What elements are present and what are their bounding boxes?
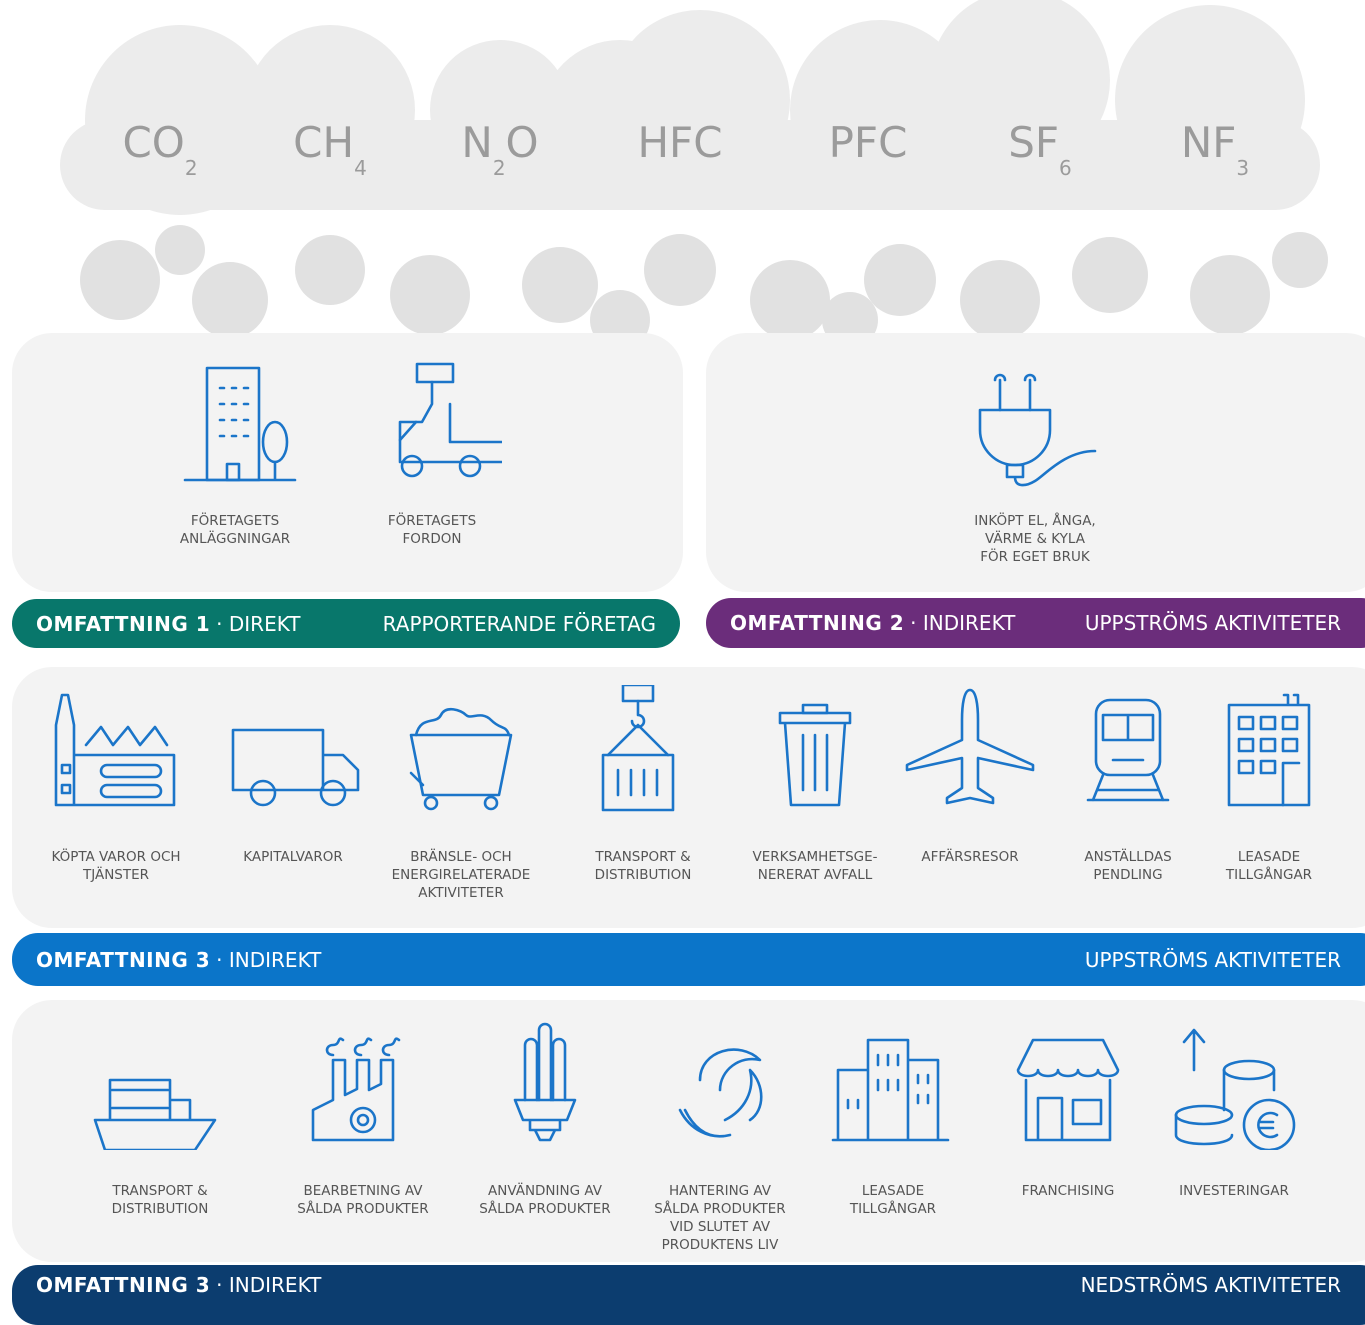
gas-label: CH4: [293, 118, 367, 180]
gas-label: HFC: [637, 118, 722, 167]
gas-subscript: 3: [1236, 156, 1249, 180]
gas-subscript: 2: [185, 156, 198, 180]
icon: [475, 1020, 615, 1150]
bar-scope: UPPSTRÖMS AKTIVITETER: [1085, 948, 1341, 972]
item-label: KÖPTA VAROR OCH TJÄNSTER: [31, 848, 201, 884]
bar-type: · INDIREKT: [910, 611, 1015, 635]
page: {"gases":[{"base":"CO","sub":"2"},{"base…: [0, 0, 1365, 1309]
gas-subscript: 6: [1059, 156, 1072, 180]
gas-label: N2O: [461, 118, 538, 180]
bar-scope: NEDSTRÖMS AKTIVITETER: [1081, 1273, 1341, 1297]
icon: [745, 685, 885, 815]
icon: [823, 1020, 963, 1150]
item-label: AFFÄRSRESOR: [885, 848, 1055, 866]
item-label: BEARBETNING AV SÅLDA PRODUKTER: [278, 1182, 448, 1218]
item-label: FÖRETAGETS FORDON: [347, 512, 517, 548]
icon: [1058, 685, 1198, 815]
bar-label: OMFATTNING 1: [36, 612, 210, 636]
gas-subscript: 2: [493, 156, 506, 180]
item-label: BRÄNSLE- OCH ENERGIRELATERADE AKTIVITETE…: [376, 848, 546, 902]
bar-label: OMFATTNING 3: [36, 1273, 210, 1297]
icon: [391, 685, 531, 815]
gas-base: SF: [1008, 118, 1059, 167]
item-label: VERKSAMHETSGE- NERERAT AVFALL: [730, 848, 900, 884]
scope1-panel: [12, 333, 683, 592]
item-label: LEASADE TILLGÅNGAR: [808, 1182, 978, 1218]
scope1-bar: OMFATTNING 1· DIREKT RAPPORTERANDE FÖRETA…: [12, 599, 680, 648]
item-label: INVESTERINGAR: [1149, 1182, 1319, 1200]
gas-base: CH: [293, 118, 354, 167]
icon: [165, 360, 305, 490]
icon: [1199, 685, 1339, 815]
gas-label: CO2: [122, 118, 197, 180]
gas-subscript: 4: [354, 156, 367, 180]
item-label: TRANSPORT & DISTRIBUTION: [75, 1182, 245, 1218]
bar-scope: RAPPORTERANDE FÖRETAG: [383, 612, 656, 636]
gas-base: PFC: [829, 118, 908, 167]
icon: [362, 360, 502, 490]
item-label: ANVÄNDNING AV SÅLDA PRODUKTER: [460, 1182, 630, 1218]
item-label: HANTERING AV SÅLDA PRODUKTER VID SLUTET …: [635, 1182, 805, 1254]
item-label: LEASADE TILLGÅNGAR: [1184, 848, 1354, 884]
bar-scope: UPPSTRÖMS AKTIVITETER: [1085, 611, 1341, 635]
gas-label: SF6: [1008, 118, 1072, 180]
clouds: [0, 0, 1365, 340]
icon: [998, 1020, 1138, 1150]
downstream-bar: OMFATTNING 3· INDIREKT NEDSTRÖMS AKTIVITE…: [12, 1265, 1365, 1325]
icon: [1164, 1020, 1304, 1150]
gas-tail: O: [506, 118, 539, 167]
icon: [293, 1020, 433, 1150]
gas-label: PFC: [829, 118, 908, 167]
bar-label: OMFATTNING 3: [36, 948, 210, 972]
item-label: FÖRETAGETS ANLÄGGNINGAR: [150, 512, 320, 548]
bar-type: · DIREKT: [216, 612, 300, 636]
item-label: TRANSPORT & DISTRIBUTION: [558, 848, 728, 884]
icon: [90, 1020, 230, 1150]
gas-base: HFC: [637, 118, 722, 167]
icon: [223, 685, 363, 815]
gas-label: NF3: [1181, 118, 1249, 180]
item-label: FRANCHISING: [983, 1182, 1153, 1200]
icon: [46, 685, 186, 815]
icon: [650, 1020, 790, 1150]
item-label: INKÖPT EL, ÅNGA, VÄRME & KYLA FÖR EGET B…: [950, 512, 1120, 566]
bar-label: OMFATTNING 2: [730, 611, 904, 635]
item-label: KAPITALVAROR: [208, 848, 378, 866]
icon: [900, 685, 1040, 815]
icon: [965, 360, 1105, 490]
gas-base: CO: [122, 118, 184, 167]
upstream-bar: OMFATTNING 3· INDIREKT UPPSTRÖMS AKTIVITE…: [12, 933, 1365, 986]
scope2-bar: OMFATTNING 2· INDIREKT UPPSTRÖMS AKTIVITE…: [706, 598, 1365, 648]
bar-type: · INDIREKT: [216, 948, 321, 972]
bar-type: · INDIREKT: [216, 1273, 321, 1297]
icon: [573, 685, 713, 815]
gas-base: N: [461, 118, 492, 167]
gas-base: NF: [1181, 118, 1237, 167]
